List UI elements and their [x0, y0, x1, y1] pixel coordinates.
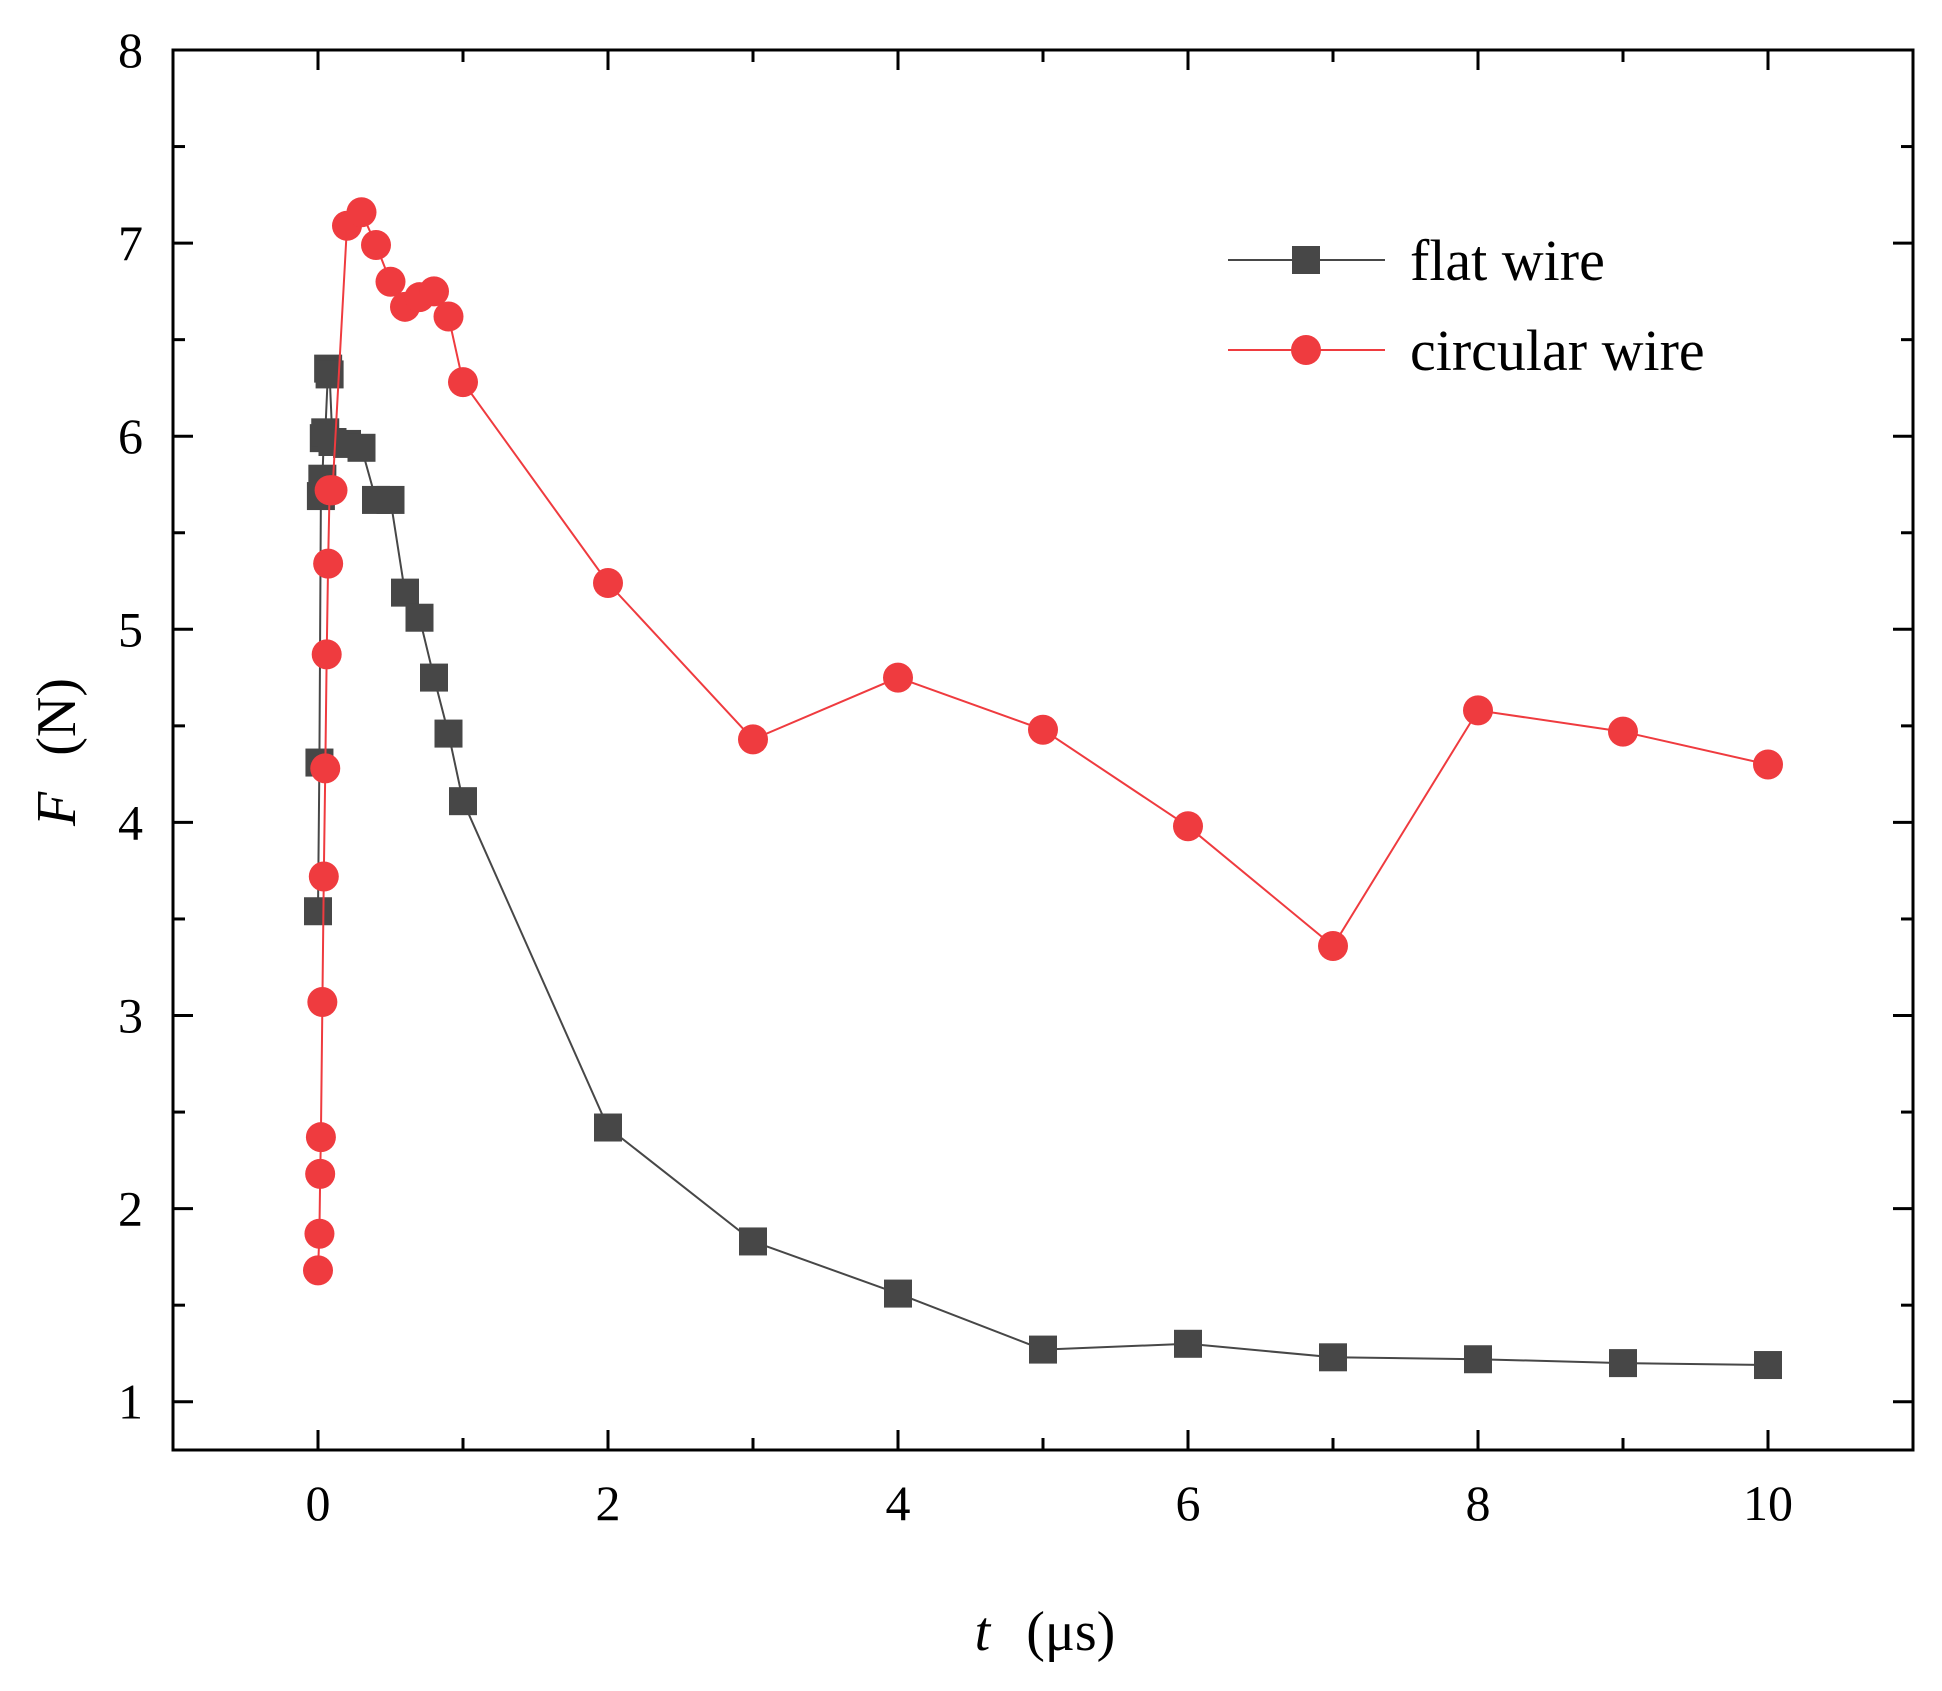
- series-layer: [303, 197, 1783, 1380]
- y-tick-label: 2: [118, 1181, 143, 1237]
- data-point: [738, 724, 768, 755]
- data-point: [1754, 1351, 1782, 1380]
- series-line: [317, 368, 1769, 1366]
- x-tick-label: 6: [1176, 1475, 1201, 1531]
- data-point: [304, 1218, 335, 1249]
- data-point: [448, 367, 478, 398]
- data-point: [303, 1255, 333, 1286]
- legend-marker: [1292, 246, 1320, 274]
- x-axis-unit: (μs): [1026, 1601, 1115, 1663]
- data-point: [1029, 1335, 1057, 1364]
- x-tick-label: 8: [1466, 1475, 1491, 1531]
- data-point: [346, 197, 377, 228]
- legend-label: circular wire: [1410, 318, 1705, 383]
- y-tick-label: 3: [118, 988, 143, 1044]
- x-tick-label: 10: [1743, 1475, 1793, 1531]
- data-point: [391, 578, 419, 607]
- data-point: [376, 485, 405, 514]
- data-point: [1028, 714, 1058, 745]
- x-tick-label: 2: [596, 1475, 621, 1531]
- data-point: [1319, 1343, 1347, 1372]
- x-tick-label: 0: [306, 1475, 331, 1531]
- data-point: [593, 567, 623, 598]
- y-tick-label: 8: [118, 22, 143, 78]
- data-point: [307, 987, 338, 1017]
- data-point: [313, 548, 344, 579]
- data-point: [1464, 1345, 1492, 1374]
- data-point: [361, 230, 391, 261]
- data-point: [305, 1158, 336, 1189]
- data-point: [594, 1113, 622, 1142]
- data-point: [419, 276, 449, 307]
- legend-label: flat wire: [1410, 228, 1605, 293]
- data-point: [883, 662, 913, 693]
- data-point: [449, 787, 477, 816]
- data-point: [1174, 1329, 1202, 1358]
- legend-marker: [1291, 335, 1321, 365]
- y-tick-label: 1: [118, 1374, 143, 1430]
- y-tick-label: 4: [118, 794, 143, 850]
- plot-frame: [171, 48, 1915, 1452]
- data-point: [433, 301, 464, 332]
- x-axis-symbol: t: [975, 1601, 992, 1663]
- data-point: [310, 753, 341, 784]
- y-tick-label: 7: [118, 215, 143, 271]
- series-circular-wire: [303, 197, 1783, 1286]
- data-point: [739, 1227, 767, 1256]
- y-tick-label: 6: [118, 408, 143, 464]
- y-axis-unit: (N): [26, 678, 88, 756]
- data-point: [304, 897, 332, 926]
- data-point: [1753, 749, 1783, 780]
- data-point: [317, 475, 348, 506]
- legend: flat wire circular wire: [1228, 228, 1705, 383]
- y-axis-title: F (N): [26, 678, 88, 827]
- data-point: [311, 639, 342, 670]
- data-point: [375, 266, 406, 297]
- x-tick-label: 4: [886, 1475, 911, 1531]
- data-point: [420, 663, 448, 692]
- data-point: [1609, 1349, 1637, 1378]
- y-tick-label: 5: [118, 601, 143, 657]
- y-axis-symbol: F: [26, 791, 88, 827]
- data-point: [1608, 716, 1638, 747]
- series-flat-wire: [304, 354, 1782, 1380]
- data-point: [1318, 931, 1348, 961]
- series-line: [317, 210, 1769, 1271]
- data-point: [434, 719, 463, 748]
- data-point: [308, 861, 339, 892]
- x-axis-title: t (μs): [975, 1601, 1116, 1663]
- data-point: [884, 1279, 912, 1308]
- data-point: [305, 1122, 336, 1153]
- data-point: [1173, 811, 1203, 842]
- data-point: [347, 433, 376, 462]
- data-point: [1463, 695, 1493, 726]
- data-point: [405, 603, 434, 632]
